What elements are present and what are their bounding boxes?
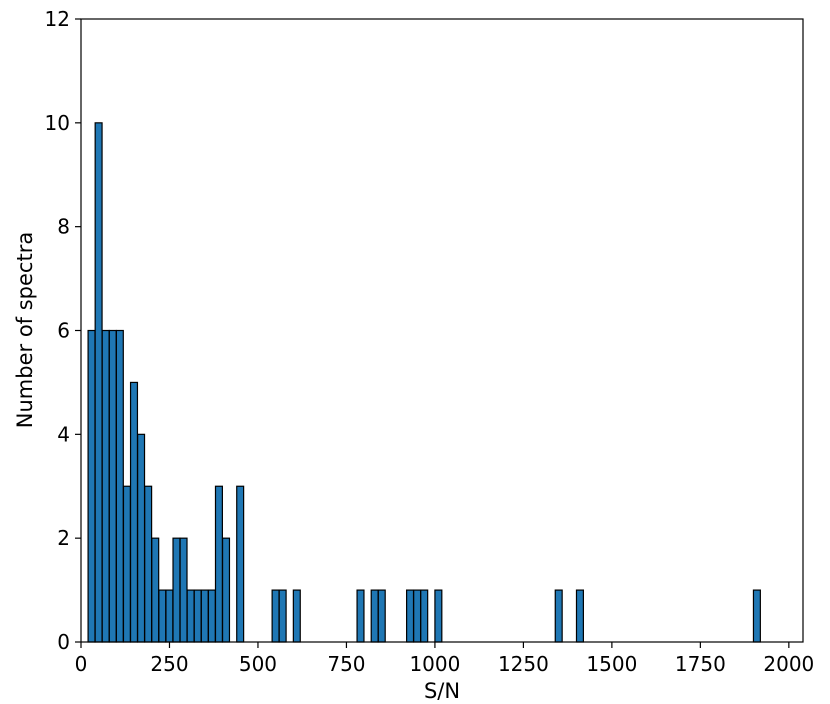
histogram-bar: [271, 589, 280, 643]
x-tick-label: 0: [75, 652, 88, 676]
histogram-bar: [144, 485, 153, 643]
histogram-bar: [406, 589, 415, 643]
y-tick-label: 2: [57, 526, 70, 550]
histogram-bar: [200, 589, 209, 643]
histogram-bar: [370, 589, 379, 643]
histogram-bar: [752, 589, 761, 643]
histogram-bar: [356, 589, 365, 643]
histogram-bar: [236, 485, 245, 643]
histogram-bar: [179, 537, 188, 643]
y-tick-label: 8: [57, 215, 70, 239]
histogram-bar: [158, 589, 167, 643]
x-tick-label: 2000: [763, 652, 814, 676]
histogram-bar: [87, 329, 96, 643]
histogram-bar: [108, 329, 117, 643]
x-tick-label: 1750: [675, 652, 726, 676]
histogram-bar: [221, 537, 231, 643]
y-tick-label: 10: [45, 111, 70, 135]
histogram-bar: [554, 589, 563, 643]
histogram-bar: [207, 589, 216, 643]
histogram-bar: [377, 589, 386, 643]
x-tick-label: 1250: [498, 652, 549, 676]
y-tick-label: 4: [57, 422, 70, 446]
histogram-bar: [420, 589, 429, 643]
x-tick-label: 250: [150, 652, 188, 676]
histogram-bar: [115, 329, 124, 643]
y-axis-label: Number of spectra: [13, 232, 37, 428]
bars-group: [87, 122, 761, 643]
histogram-bar: [151, 537, 160, 643]
histogram-bar: [122, 485, 131, 643]
x-tick-label: 750: [327, 652, 365, 676]
y-axis-ticks: 0 2 4 6 8 10 12: [45, 7, 81, 654]
y-tick-label: 12: [45, 7, 70, 31]
histogram-bar: [165, 589, 174, 643]
plot-frame: [80, 18, 804, 643]
x-tick-label: 1500: [586, 652, 637, 676]
histogram-bar: [186, 589, 195, 643]
histogram-bar: [172, 537, 181, 643]
y-tick-label: 6: [57, 319, 70, 343]
histogram-bar: [94, 122, 103, 643]
histogram-bar: [575, 589, 584, 643]
histogram-bar: [214, 485, 223, 643]
x-axis-label: S/N: [424, 679, 460, 703]
histogram-bar: [292, 589, 301, 643]
histogram-bar: [434, 589, 443, 643]
histogram-bar: [137, 433, 146, 643]
histogram-bar: [129, 381, 139, 643]
x-tick-label: 500: [239, 652, 277, 676]
y-tick-label: 0: [57, 630, 70, 654]
x-axis-ticks: 0 250 500 750 1000 1250 1500 1750 2000: [75, 642, 814, 676]
histogram-bar: [193, 589, 202, 643]
x-tick-label: 1000: [409, 652, 460, 676]
histogram-bar: [278, 589, 287, 643]
histogram-bar: [413, 589, 422, 643]
histogram-bar: [101, 329, 110, 643]
